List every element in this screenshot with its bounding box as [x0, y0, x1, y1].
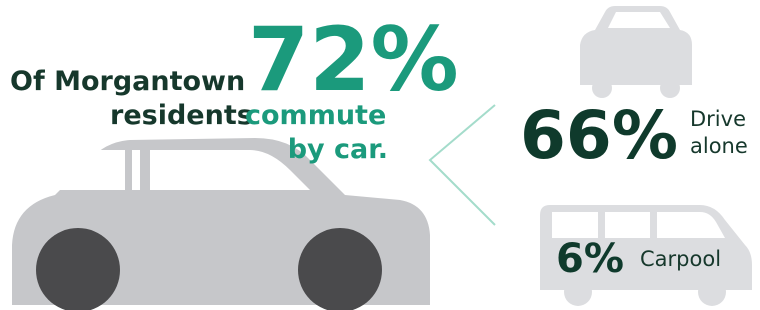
headline-line1: Of Morgantown: [10, 66, 245, 97]
drive-alone-label: alone: [690, 134, 748, 158]
carpool-percent: 6%: [556, 236, 624, 282]
drive-alone-label: Drive: [690, 107, 746, 131]
drive-alone-percent: 66%: [520, 97, 678, 174]
divider: [430, 105, 495, 225]
carpool-label: Carpool: [640, 247, 721, 271]
headline-line2-teal: commute: [245, 100, 386, 131]
headline-line2-dark: residents: [110, 100, 253, 131]
infographic: Of Morgantown 72% residents commute by c…: [0, 0, 760, 310]
car-icon: [580, 6, 692, 98]
headline-percent: 72%: [248, 8, 459, 111]
headline-line3: by car.: [288, 134, 388, 165]
